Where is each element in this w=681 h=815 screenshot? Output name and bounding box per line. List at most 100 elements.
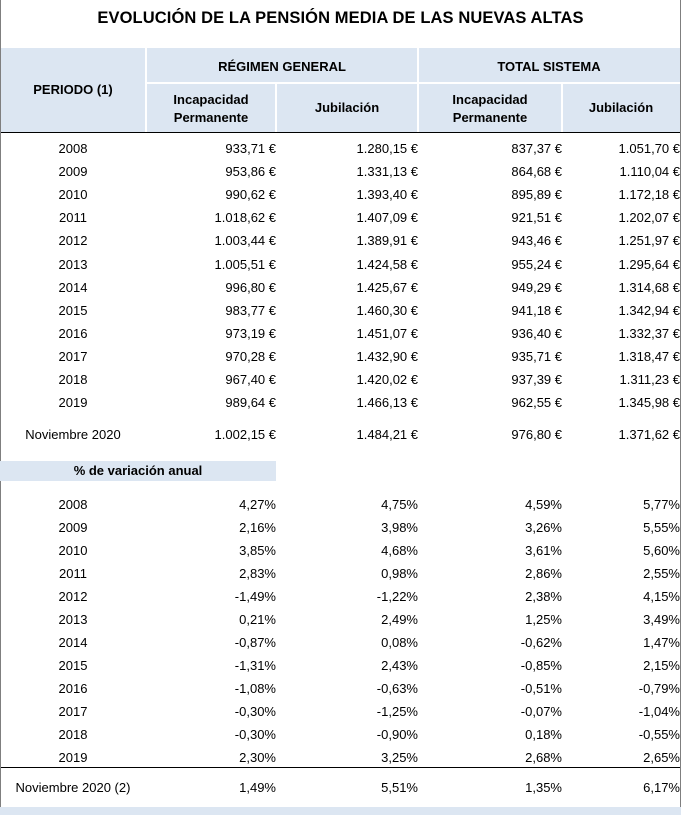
row-value: 2,30% xyxy=(239,750,276,765)
row-value: 4,68% xyxy=(381,543,418,558)
row-value: 864,68 € xyxy=(511,164,562,180)
row-value: 5,60% xyxy=(643,543,680,558)
row-value: 1.051,70 € xyxy=(618,141,680,156)
row-value: 2,38% xyxy=(525,589,562,604)
row-value: 1.295,64 € xyxy=(618,256,680,272)
row-value: 1.202,07 € xyxy=(618,210,680,226)
row-value: 933,71 € xyxy=(225,141,276,156)
row-period: 2009 xyxy=(58,164,88,180)
row-value: 4,75% xyxy=(381,497,418,512)
row-value: 983,77 € xyxy=(225,302,276,318)
row-value: 970,28 € xyxy=(225,348,276,364)
row-value: 973,19 € xyxy=(225,325,276,341)
row-value: 989,64 € xyxy=(225,395,276,411)
table-row: 2012 -1,49% -1,22% 2,38% 4,15% xyxy=(0,585,681,608)
row-value: 3,85% xyxy=(239,543,276,558)
row-period: 2009 xyxy=(58,520,88,535)
table-row: 2008 933,71 € 1.280,15 € 837,37 € 1.051,70 € xyxy=(0,137,681,160)
table-row: 2013 0,21% 2,49% 1,25% 3,49% xyxy=(0,608,681,631)
row-value: 1,25% xyxy=(525,612,562,627)
header-divider xyxy=(146,82,680,84)
row-period: 2019 xyxy=(58,750,88,765)
table-row: 2015 983,77 € 1.460,30 € 941,18 € 1.342,94 € xyxy=(0,299,681,322)
row-value: 1.005,51 € xyxy=(214,256,276,272)
header-ts-incapacidad: Incapacidad Permanente xyxy=(452,92,528,125)
row-value: -0,55% xyxy=(638,727,680,742)
row-value: 1.018,62 € xyxy=(214,210,276,226)
row-value: 5,55% xyxy=(643,520,680,535)
row-value: 1.003,44 € xyxy=(214,233,276,249)
row-value: -0,62% xyxy=(520,635,562,650)
row-value: 895,89 € xyxy=(511,187,562,203)
row-period: 2017 xyxy=(58,704,88,719)
row-period: 2015 xyxy=(58,302,88,318)
row-period: 2010 xyxy=(58,543,88,558)
table-row: 2008 4,27% 4,75% 4,59% 5,77% xyxy=(0,493,681,516)
row-value: 1.420,02 € xyxy=(356,372,418,387)
row-period: 2014 xyxy=(58,635,88,650)
row-value: 4,59% xyxy=(525,497,562,512)
row-value: 1.466,13 € xyxy=(356,395,418,411)
row-value: -1,22% xyxy=(376,589,418,604)
row-value: 2,43% xyxy=(381,658,418,673)
row-period: 2018 xyxy=(58,372,88,387)
row-value: -1,49% xyxy=(234,589,276,604)
table-row: 2013 1.005,51 € 1.424,58 € 955,24 € 1.295,64… xyxy=(0,253,681,276)
row-value: 1.251,97 € xyxy=(618,233,680,249)
table-row: 2011 2,83% 0,98% 2,86% 2,55% xyxy=(0,562,681,585)
row-value: 935,71 € xyxy=(511,348,562,364)
row-period: 2008 xyxy=(58,497,88,512)
row-value: 3,26% xyxy=(525,520,562,535)
row-value: -0,63% xyxy=(376,681,418,696)
header-rg-jubilacion: Jubilación xyxy=(314,100,380,115)
table-row: 2014 -0,87% 0,08% -0,62% 1,47% xyxy=(0,631,681,654)
row-value: 1.407,09 € xyxy=(356,210,418,226)
row-value: 1,47% xyxy=(643,635,680,650)
row-value: 5,77% xyxy=(643,497,680,512)
table-row: 2014 996,80 € 1.425,67 € 949,29 € 1.314,68 € xyxy=(0,276,681,299)
row-value: -0,85% xyxy=(520,658,562,673)
row-value: 996,80 € xyxy=(225,279,276,295)
row-value: -1,04% xyxy=(638,704,680,719)
row-value: -1,31% xyxy=(234,658,276,673)
row-value: 837,37 € xyxy=(511,141,562,156)
row-period: 2013 xyxy=(58,612,88,627)
row-value: 936,40 € xyxy=(511,325,562,341)
row-value: -0,07% xyxy=(520,704,562,719)
row-period: 2013 xyxy=(58,256,88,272)
row-value: 3,49% xyxy=(643,612,680,627)
row-value: 941,18 € xyxy=(511,302,562,318)
row-value: 943,46 € xyxy=(511,233,562,249)
header-rg-incapacidad: Incapacidad Permanente xyxy=(173,92,249,125)
row-value: 990,62 € xyxy=(225,187,276,203)
table-row: 2012 1.003,44 € 1.389,91 € 943,46 € 1.251,97… xyxy=(0,229,681,252)
row-value: 1.451,07 € xyxy=(356,325,418,341)
table-row: 2010 3,85% 4,68% 3,61% 5,60% xyxy=(0,539,681,562)
table-row: 2018 967,40 € 1.420,02 € 937,39 € 1.311,23 € xyxy=(0,368,681,391)
row-value: 1.331,13 € xyxy=(356,164,418,180)
row-value: 3,98% xyxy=(381,520,418,535)
row-value: 921,51 € xyxy=(511,210,562,226)
row-period: 2016 xyxy=(58,325,88,341)
row-period: 2017 xyxy=(58,348,88,364)
header-total-sistema: TOTAL SISTEMA xyxy=(497,59,601,74)
row-value: 1.311,23 € xyxy=(619,372,680,387)
header-divider xyxy=(561,83,563,132)
row-value: -0,79% xyxy=(638,681,680,696)
row-period: 2011 xyxy=(59,210,87,226)
header-regimen-general: RÉGIMEN GENERAL xyxy=(218,59,346,74)
row-value: 937,39 € xyxy=(511,372,562,387)
row-value: -0,30% xyxy=(234,704,276,719)
header-divider xyxy=(417,48,419,132)
row-value: 1.342,94 € xyxy=(618,302,680,318)
row-value: 2,16% xyxy=(239,520,276,535)
row-value: 2,83% xyxy=(239,566,276,581)
row-value: -0,51% xyxy=(520,681,562,696)
row-period: 2010 xyxy=(58,187,88,203)
table-row: 2016 973,19 € 1.451,07 € 936,40 € 1.332,37 € xyxy=(0,322,681,345)
row-value: 2,49% xyxy=(381,612,418,627)
row-value: 1.393,40 € xyxy=(356,187,418,203)
table-row: 2019 989,64 € 1.466,13 € 962,55 € 1.345,98 € xyxy=(0,391,681,414)
row-value: -0,90% xyxy=(376,727,418,742)
footer-band xyxy=(0,807,681,815)
